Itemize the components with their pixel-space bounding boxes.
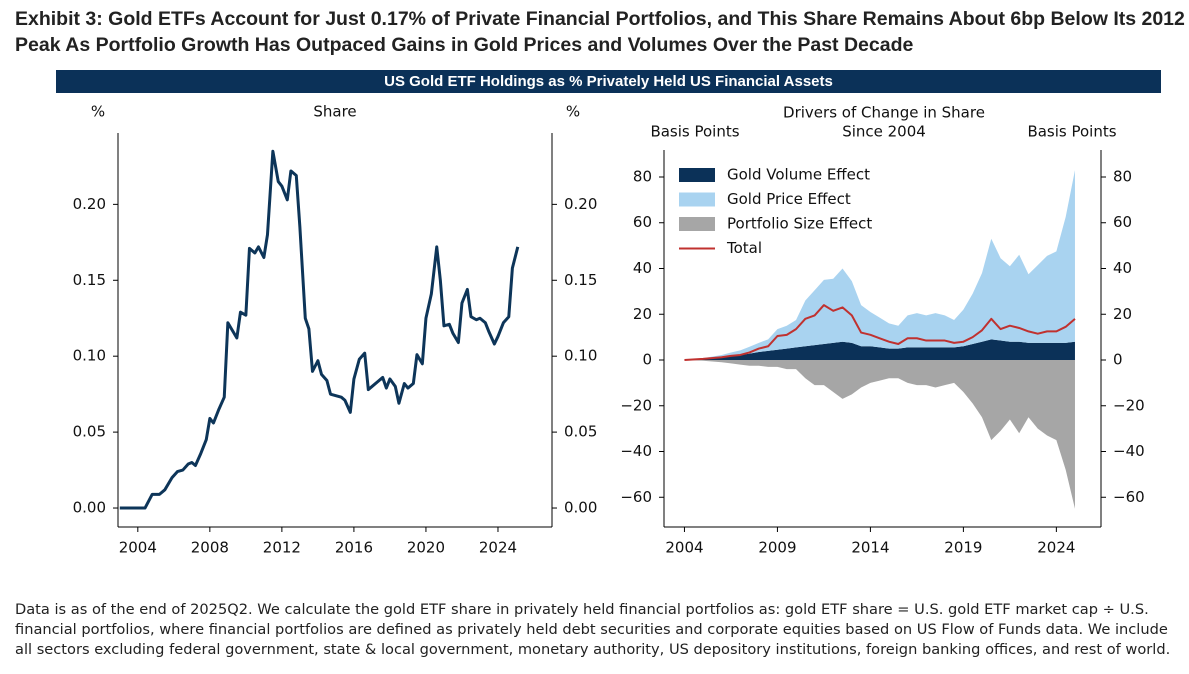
y-tick-label: 60 [633,213,652,231]
chart-title: Share [313,103,356,121]
y2-tick-label: 60 [1113,213,1132,231]
y-tick-label: −40 [620,442,652,460]
y-tick-label: 0.00 [73,499,106,517]
legend-label: Gold Price Effect [727,190,851,208]
y-tick-label: 20 [633,305,652,323]
legend-swatch [679,217,715,231]
area [684,360,1075,509]
x-tick-label: 2004 [665,539,703,557]
y-tick-label: 80 [633,167,652,185]
area [684,339,1075,361]
y2-axis-label: Basis Points [1027,123,1116,141]
y2-tick-label: −20 [1113,396,1145,414]
x-tick-label: 2008 [191,539,229,557]
x-tick-label: 2004 [119,539,157,557]
legend-swatch [679,168,715,182]
y-tick-label: −60 [620,488,652,506]
y-tick-label: 0.15 [73,271,106,289]
x-tick-label: 2009 [758,539,796,557]
exhibit-title: Exhibit 3: Gold ETFs Account for Just 0.… [15,8,1185,56]
legend-swatch [679,192,715,207]
y-tick-label: 0.10 [73,347,106,365]
x-tick-label: 2024 [1037,539,1075,557]
y-axis-label: % [91,103,105,121]
banner: US Gold ETF Holdings as % Privately Held… [56,70,1161,93]
y2-tick-label: 0.15 [564,271,597,289]
legend-label: Total [726,239,762,257]
footnote: Data is as of the end of 2025Q2. We calc… [15,601,1171,658]
y-tick-label: −20 [620,396,652,414]
chart-subtitle: Since 2004 [842,123,926,141]
y2-tick-label: 40 [1113,259,1132,277]
y-tick-label: 0 [642,351,652,369]
line [119,149,520,510]
y2-tick-label: −60 [1113,488,1145,506]
y2-tick-label: −40 [1113,442,1145,460]
charts: Share% % 0.00 0.00 0.05 0.05 0.10 0.10 0.15 0.15 0… [73,103,1145,557]
y2-tick-label: 0.00 [564,499,597,517]
y2-tick-label: 20 [1113,305,1132,323]
y2-tick-label: 0.20 [564,195,597,213]
x-tick-label: 2020 [407,539,445,557]
chart-title: Drivers of Change in Share [783,104,985,122]
y2-tick-label: 0.10 [564,347,597,365]
y-axis-label: Basis Points [650,123,739,141]
y2-tick-label: 0.05 [564,423,597,441]
x-tick-label: 2014 [851,539,889,557]
y2-tick-label: 80 [1113,167,1132,185]
y2-tick-label: 0 [1113,351,1123,369]
y-tick-label: 0.20 [73,195,106,213]
line [684,304,1076,362]
y-tick-label: 40 [633,259,652,277]
x-tick-label: 2016 [335,539,373,557]
legend-label: Gold Volume Effect [727,166,870,184]
legend-label: Portfolio Size Effect [727,215,872,233]
x-tick-label: 2019 [944,539,982,557]
x-tick-label: 2012 [263,539,301,557]
area [684,170,1075,361]
y2-axis-label: % [566,103,580,121]
y-tick-label: 0.05 [73,423,106,441]
x-tick-label: 2024 [479,539,517,557]
